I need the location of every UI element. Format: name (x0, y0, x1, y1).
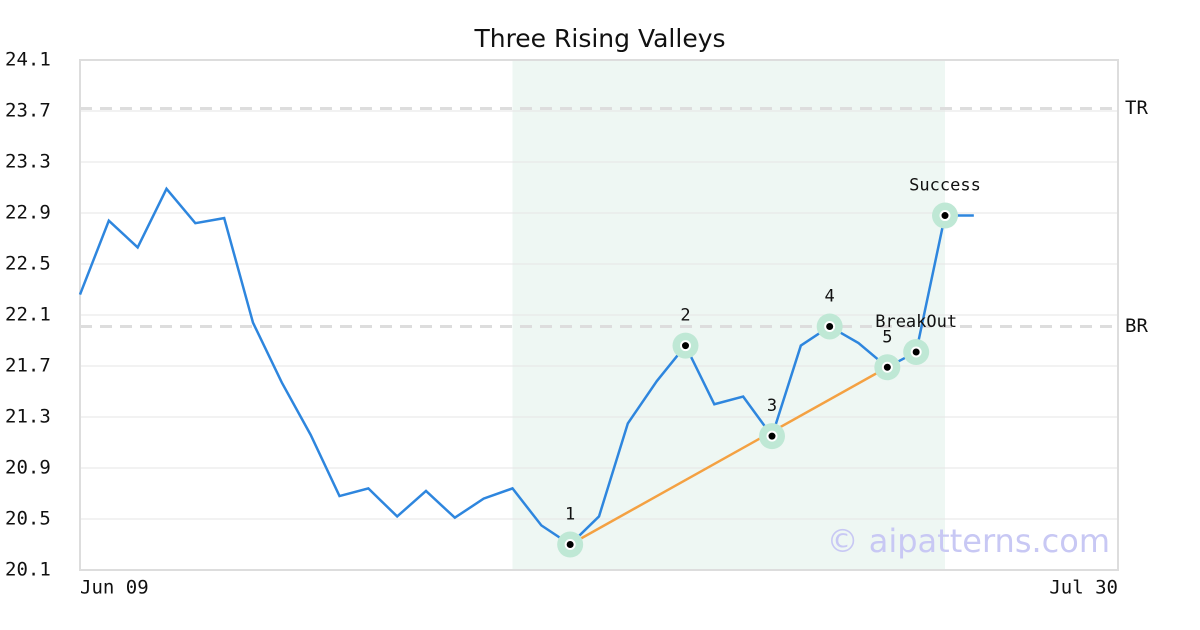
y-tick-label: 20.1 (5, 559, 51, 581)
annotation-label: 3 (767, 396, 777, 416)
y-tick-label: 20.5 (5, 508, 51, 530)
annotation-label: BreakOut (875, 312, 957, 332)
y-tick-label: 23.3 (5, 151, 51, 173)
reference-label: BR (1125, 315, 1148, 337)
annotation-point (939, 210, 951, 222)
trendline (569, 366, 888, 546)
y-tick-label: 21.7 (5, 355, 51, 377)
chart-title: Three Rising Valleys (473, 24, 725, 53)
annotation-label: Success (909, 176, 981, 196)
annotation-point (910, 346, 922, 358)
y-tick-label: 23.7 (5, 100, 51, 122)
y-tick-label: 21.3 (5, 406, 51, 428)
annotation-label: 1 (565, 505, 575, 525)
y-tick-label: 20.9 (5, 457, 51, 479)
watermark: © aipatterns.com (827, 522, 1110, 560)
annotation-label: 5 (882, 327, 892, 347)
x-tick-label: Jul 30 (1049, 577, 1118, 599)
x-tick-label: Jun 09 (80, 577, 149, 599)
annotation-label: 2 (680, 306, 690, 326)
plot-frame (79, 59, 1119, 571)
y-tick-label: 22.1 (5, 304, 51, 326)
reference-label: TR (1125, 97, 1148, 119)
annotation-point (680, 340, 691, 352)
annotation-point (564, 539, 576, 550)
y-tick-label: 22.5 (5, 253, 51, 275)
y-tick-label: 22.9 (5, 202, 51, 224)
y-tick-label: 24.1 (5, 49, 51, 71)
annotation-point (766, 430, 778, 442)
annotation-label: 4 (825, 286, 835, 306)
annotation-point (881, 361, 893, 373)
annotation-point (824, 320, 836, 332)
